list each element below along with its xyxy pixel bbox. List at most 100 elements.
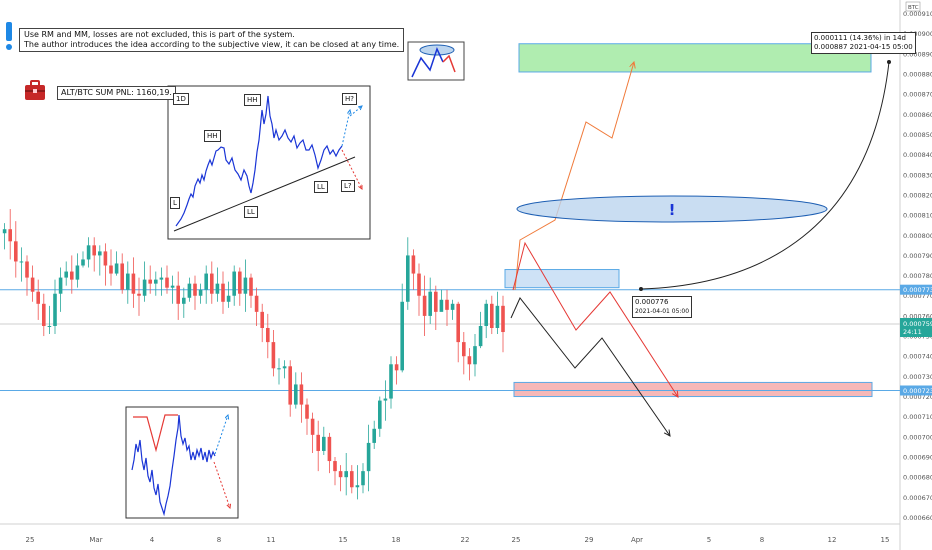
candle-body[interactable] xyxy=(478,325,483,347)
candle-body[interactable] xyxy=(19,261,24,263)
candle-body[interactable] xyxy=(450,303,455,310)
candle-body[interactable] xyxy=(350,471,354,488)
candle-body[interactable] xyxy=(434,291,438,312)
candle-body[interactable] xyxy=(137,293,141,296)
candle-body[interactable] xyxy=(422,295,427,316)
bullish-projection-path[interactable] xyxy=(514,62,634,291)
candle-body[interactable] xyxy=(467,356,472,365)
candle-body[interactable] xyxy=(383,398,388,401)
candle-body[interactable] xyxy=(47,325,52,327)
candle-body[interactable] xyxy=(86,245,91,260)
candle-body[interactable] xyxy=(198,289,203,296)
deep-bearish-projection-path[interactable] xyxy=(510,297,670,436)
candle-body[interactable] xyxy=(394,364,399,371)
projection-start-point[interactable] xyxy=(639,287,643,291)
time-axis[interactable]: 25 Mar 4 8 11 15 18 22 25 29 Apr 5 8 12 15 xyxy=(26,536,890,544)
candle-body[interactable] xyxy=(316,434,320,451)
target-curve-line[interactable] xyxy=(640,61,890,290)
candle-body[interactable] xyxy=(120,263,124,290)
candle-body[interactable] xyxy=(456,303,460,343)
candle-body[interactable] xyxy=(282,366,287,369)
candle-body[interactable] xyxy=(98,251,102,256)
candle-body[interactable] xyxy=(361,471,365,486)
candle-body[interactable] xyxy=(126,273,130,290)
candle-body[interactable] xyxy=(277,368,281,370)
candle-body[interactable] xyxy=(333,461,337,472)
projection-end-point[interactable] xyxy=(887,60,891,64)
candle-body[interactable] xyxy=(372,428,376,443)
candle-body[interactable] xyxy=(490,303,494,328)
candle-body[interactable] xyxy=(193,283,197,296)
candle-body[interactable] xyxy=(187,283,192,298)
candle-body[interactable] xyxy=(260,311,264,328)
candle-body[interactable] xyxy=(299,384,304,405)
candle-body[interactable] xyxy=(226,295,231,302)
candle-body[interactable] xyxy=(142,279,147,296)
candle-body[interactable] xyxy=(366,442,371,472)
candle-body[interactable] xyxy=(182,297,186,304)
candle-body[interactable] xyxy=(148,279,152,284)
candle-body[interactable] xyxy=(378,400,382,429)
candle-body[interactable] xyxy=(92,245,96,256)
candle-body[interactable] xyxy=(170,285,175,288)
candle-body[interactable] xyxy=(36,291,40,304)
candle-body[interactable] xyxy=(327,436,332,462)
target-callout[interactable]: 0.000111 (14.36%) in 14d 0.000887 2021-0… xyxy=(811,32,916,54)
candle-body[interactable] xyxy=(2,229,7,234)
candle-body[interactable] xyxy=(294,384,298,405)
candle-body[interactable] xyxy=(266,327,270,343)
candle-body[interactable] xyxy=(165,277,169,288)
candle-body[interactable] xyxy=(238,271,242,294)
candle-body[interactable] xyxy=(58,277,63,294)
candle-body[interactable] xyxy=(249,277,253,296)
candle-body[interactable] xyxy=(445,299,449,310)
candle-body[interactable] xyxy=(411,255,416,274)
candle-body[interactable] xyxy=(400,301,404,371)
candle-body[interactable] xyxy=(215,283,220,294)
candle-body[interactable] xyxy=(30,277,35,292)
candle-body[interactable] xyxy=(64,271,68,278)
candle-body[interactable] xyxy=(109,265,113,274)
candle-body[interactable] xyxy=(232,271,236,296)
candle-body[interactable] xyxy=(131,273,136,294)
candle-body[interactable] xyxy=(484,303,488,326)
candle-body[interactable] xyxy=(243,277,248,294)
candle-body[interactable] xyxy=(338,471,343,478)
candle-body[interactable] xyxy=(14,241,18,262)
candle-body[interactable] xyxy=(53,293,57,326)
candle-body[interactable] xyxy=(428,291,432,316)
key-area-ellipse[interactable] xyxy=(516,195,828,223)
candle-body[interactable] xyxy=(75,265,80,280)
candle-body[interactable] xyxy=(288,366,292,405)
candle-body[interactable] xyxy=(25,261,29,278)
candle-body[interactable] xyxy=(355,485,360,488)
candle-body[interactable] xyxy=(103,251,108,266)
candle-body[interactable] xyxy=(310,418,315,435)
bearish-projection-path[interactable] xyxy=(512,241,678,397)
candle-body[interactable] xyxy=(42,303,46,326)
candle-body[interactable] xyxy=(439,299,444,312)
candle-body[interactable] xyxy=(406,255,410,302)
candle-body[interactable] xyxy=(221,283,225,302)
candle-body[interactable] xyxy=(159,277,164,280)
point-callout[interactable]: 0.000776 2021-04-01 05:00 xyxy=(632,296,693,318)
candle-body[interactable] xyxy=(176,285,180,304)
price-axis[interactable]: 0.000910 0.000900 0.000890 0.000880 0.000870… xyxy=(903,10,932,522)
candle-body[interactable] xyxy=(271,342,276,369)
stop-zone[interactable] xyxy=(513,381,873,398)
candle-body[interactable] xyxy=(344,471,348,478)
candle-body[interactable] xyxy=(305,404,309,419)
entry-zone[interactable] xyxy=(504,269,620,289)
candle-body[interactable] xyxy=(254,295,259,312)
candle-body[interactable] xyxy=(473,346,477,365)
candle-body[interactable] xyxy=(8,229,12,242)
candle-body[interactable] xyxy=(114,263,119,274)
candle-body[interactable] xyxy=(322,436,326,451)
candle-body[interactable] xyxy=(495,305,500,328)
candle-body[interactable] xyxy=(204,273,208,290)
candle-body[interactable] xyxy=(501,305,505,333)
candle-body[interactable] xyxy=(81,259,85,266)
candle-body[interactable] xyxy=(154,279,158,284)
candle-body[interactable] xyxy=(70,271,74,280)
candle-body[interactable] xyxy=(417,273,421,296)
